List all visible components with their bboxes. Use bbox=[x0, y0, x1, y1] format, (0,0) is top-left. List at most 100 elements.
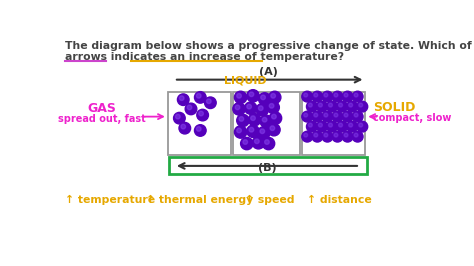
Circle shape bbox=[324, 93, 328, 97]
Circle shape bbox=[237, 128, 241, 133]
Circle shape bbox=[314, 133, 318, 137]
Circle shape bbox=[334, 93, 338, 97]
Circle shape bbox=[342, 91, 353, 102]
Circle shape bbox=[349, 123, 353, 127]
Circle shape bbox=[199, 111, 203, 116]
Circle shape bbox=[359, 123, 363, 127]
Circle shape bbox=[309, 123, 312, 127]
Circle shape bbox=[342, 131, 353, 142]
Circle shape bbox=[314, 113, 318, 117]
Circle shape bbox=[349, 103, 353, 107]
Bar bbox=[168, 92, 231, 155]
Circle shape bbox=[187, 105, 192, 110]
Circle shape bbox=[256, 103, 268, 116]
Circle shape bbox=[347, 121, 357, 132]
Circle shape bbox=[205, 97, 216, 109]
Text: The diagram below shows a progressive change of state. Which of the: The diagram below shows a progressive ch… bbox=[65, 41, 474, 51]
Circle shape bbox=[247, 125, 259, 138]
Circle shape bbox=[269, 112, 282, 124]
Circle shape bbox=[196, 94, 201, 98]
Circle shape bbox=[344, 133, 348, 137]
Circle shape bbox=[252, 137, 264, 149]
Circle shape bbox=[177, 94, 189, 105]
Circle shape bbox=[302, 111, 313, 122]
Circle shape bbox=[245, 102, 257, 114]
Circle shape bbox=[354, 133, 358, 137]
Circle shape bbox=[334, 133, 338, 137]
Circle shape bbox=[354, 93, 358, 97]
Circle shape bbox=[328, 123, 332, 127]
Bar bbox=[302, 92, 365, 155]
Circle shape bbox=[268, 91, 281, 103]
Circle shape bbox=[255, 139, 259, 144]
Circle shape bbox=[175, 114, 180, 119]
Circle shape bbox=[324, 133, 328, 137]
Circle shape bbox=[322, 111, 333, 122]
Circle shape bbox=[309, 103, 312, 107]
Circle shape bbox=[258, 93, 271, 105]
Circle shape bbox=[179, 122, 191, 134]
Circle shape bbox=[248, 114, 261, 126]
Text: LIQUID: LIQUID bbox=[224, 75, 266, 85]
Circle shape bbox=[338, 123, 343, 127]
Circle shape bbox=[342, 111, 353, 122]
Circle shape bbox=[357, 101, 368, 112]
Circle shape bbox=[197, 109, 209, 121]
Bar bbox=[233, 92, 300, 155]
Circle shape bbox=[258, 127, 270, 139]
Circle shape bbox=[324, 113, 328, 117]
Circle shape bbox=[304, 133, 308, 137]
Text: (A): (A) bbox=[259, 66, 278, 77]
Circle shape bbox=[262, 117, 267, 122]
Circle shape bbox=[334, 113, 338, 117]
Circle shape bbox=[317, 101, 328, 112]
Circle shape bbox=[249, 127, 254, 132]
Circle shape bbox=[337, 121, 347, 132]
Circle shape bbox=[237, 114, 249, 127]
Circle shape bbox=[352, 111, 363, 122]
Circle shape bbox=[327, 101, 337, 112]
Circle shape bbox=[260, 115, 273, 127]
Circle shape bbox=[239, 117, 244, 121]
Text: ↑ temperature: ↑ temperature bbox=[65, 195, 155, 205]
Circle shape bbox=[247, 90, 259, 102]
Circle shape bbox=[185, 103, 197, 115]
Circle shape bbox=[235, 91, 247, 103]
Circle shape bbox=[317, 121, 328, 132]
Circle shape bbox=[357, 121, 368, 132]
Circle shape bbox=[235, 105, 240, 110]
Circle shape bbox=[302, 131, 313, 142]
Circle shape bbox=[207, 99, 211, 103]
Circle shape bbox=[332, 91, 343, 102]
Circle shape bbox=[327, 121, 337, 132]
Circle shape bbox=[322, 131, 333, 142]
Circle shape bbox=[194, 125, 206, 136]
Circle shape bbox=[314, 93, 318, 97]
Circle shape bbox=[332, 131, 343, 142]
Circle shape bbox=[304, 113, 308, 117]
Circle shape bbox=[359, 103, 363, 107]
Circle shape bbox=[332, 111, 343, 122]
Circle shape bbox=[173, 112, 185, 124]
Circle shape bbox=[352, 91, 363, 102]
Circle shape bbox=[264, 140, 269, 144]
Circle shape bbox=[251, 116, 255, 120]
Text: ↑ distance: ↑ distance bbox=[307, 195, 372, 205]
Circle shape bbox=[268, 123, 280, 136]
Circle shape bbox=[319, 103, 322, 107]
Circle shape bbox=[237, 94, 241, 98]
Circle shape bbox=[261, 95, 265, 100]
Circle shape bbox=[322, 91, 333, 102]
Circle shape bbox=[347, 101, 357, 112]
Circle shape bbox=[338, 103, 343, 107]
Circle shape bbox=[249, 92, 254, 97]
Circle shape bbox=[269, 103, 274, 108]
Circle shape bbox=[260, 129, 264, 134]
Circle shape bbox=[307, 121, 317, 132]
Circle shape bbox=[247, 104, 251, 109]
Circle shape bbox=[267, 101, 279, 114]
Circle shape bbox=[270, 126, 275, 131]
Bar bbox=[169, 157, 367, 174]
Text: arrows indicates an increase of temperature?: arrows indicates an increase of temperat… bbox=[65, 52, 345, 62]
Circle shape bbox=[302, 91, 313, 102]
